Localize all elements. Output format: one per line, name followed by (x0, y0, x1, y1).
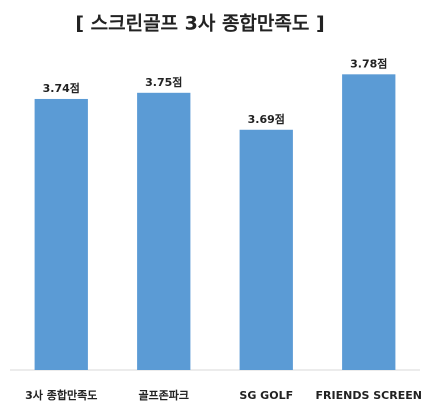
bar (137, 92, 191, 371)
bar (34, 98, 88, 371)
bar (239, 129, 293, 370)
x-tick-label: 3사 종합만족도 (25, 388, 97, 402)
chart-title: [ 스크린골프 3사 종합만족도 ] (75, 13, 324, 35)
x-tick-label: SG GOLF (239, 389, 293, 402)
value-label: 3.74점 (43, 81, 80, 95)
value-label: 3.75점 (145, 75, 182, 89)
value-label: 3.69점 (248, 112, 285, 126)
x-tick-label: 골프존파크 (138, 388, 189, 402)
x-tick-label: FRIENDS SCREEN (316, 389, 422, 402)
value-label: 3.78점 (350, 56, 387, 70)
bar (342, 74, 396, 370)
